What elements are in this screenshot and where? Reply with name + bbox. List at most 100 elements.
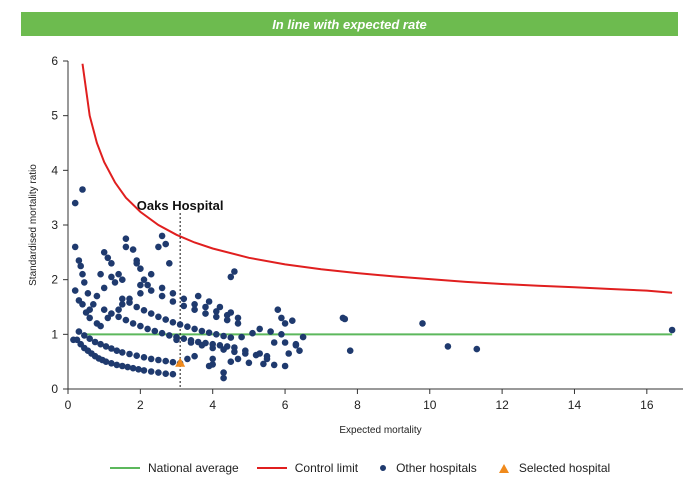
- hospital-point: [205, 298, 213, 305]
- hospital-point: [187, 339, 195, 346]
- hospital-point: [202, 310, 209, 317]
- hospital-point: [155, 356, 162, 364]
- hospital-point: [162, 370, 169, 378]
- hospital-point: [158, 292, 166, 300]
- hospital-point: [97, 322, 104, 330]
- hospital-point: [140, 307, 148, 314]
- hospital-point: [126, 350, 133, 358]
- hospital-point: [115, 270, 122, 278]
- hospital-point: [155, 243, 162, 251]
- hospital-point: [97, 340, 104, 348]
- hospital-point: [180, 295, 188, 303]
- hospital-point: [249, 329, 256, 337]
- hospital-point: [108, 273, 115, 281]
- hospital-point: [281, 362, 289, 370]
- hospital-point: [166, 332, 173, 339]
- hospital-point: [158, 329, 166, 337]
- hospital-point: [86, 306, 93, 314]
- hospital-point: [341, 315, 349, 323]
- hospital-point: [220, 374, 227, 382]
- hospital-point: [202, 303, 209, 311]
- hospital-point: [205, 329, 213, 337]
- legend-label: National average: [148, 461, 239, 475]
- hospital-point: [419, 320, 426, 327]
- hospital-point: [234, 314, 242, 322]
- hospital-point: [169, 358, 177, 366]
- x-tick-label: 10: [423, 398, 437, 412]
- legend-label: Control limit: [294, 461, 359, 475]
- hospital-point: [140, 367, 148, 374]
- hospital-point: [119, 349, 126, 356]
- hospital-point: [180, 302, 188, 310]
- hospital-point: [119, 276, 126, 284]
- hospital-point: [147, 355, 155, 363]
- hospital-point: [220, 346, 227, 353]
- hospital-point: [147, 270, 155, 278]
- hospital-point: [216, 342, 224, 349]
- hospital-point: [111, 279, 119, 286]
- hospital-point: [184, 355, 191, 363]
- hospital-point: [147, 368, 155, 375]
- hospital-point: [209, 355, 216, 363]
- hospital-point: [119, 301, 126, 308]
- hospital-point: [79, 301, 86, 308]
- hospital-point: [137, 322, 144, 330]
- hospital-point: [296, 347, 303, 355]
- hospital-point: [100, 306, 108, 314]
- hospital-point: [191, 301, 198, 308]
- hospital-point: [77, 262, 84, 270]
- hospital-point: [137, 265, 144, 273]
- hospital-point: [213, 331, 220, 338]
- hospital-point: [162, 357, 169, 365]
- hospital-point: [126, 299, 133, 306]
- hospital-point: [227, 358, 235, 366]
- hospital-point: [191, 325, 198, 333]
- hospital-point: [278, 331, 285, 338]
- hospital-point: [129, 320, 137, 327]
- hospital-point: [231, 268, 238, 275]
- x-tick-label: 4: [209, 398, 216, 412]
- hospital-point: [133, 303, 140, 311]
- hospital-point: [213, 308, 220, 315]
- chart-legend: National average Control limit Other hos…: [110, 458, 690, 478]
- y-tick-label: 3: [51, 218, 58, 232]
- hospital-point: [473, 345, 481, 353]
- hospital-point: [108, 310, 115, 317]
- hospital-point: [285, 350, 293, 357]
- hospital-point: [162, 316, 169, 323]
- hospital-point: [216, 303, 224, 311]
- hospital-point: [144, 281, 151, 289]
- legend-national-average: National average: [110, 461, 239, 475]
- hospital-point: [137, 281, 144, 289]
- hospital-point: [209, 361, 216, 368]
- x-tick-label: 0: [65, 398, 72, 412]
- hospital-point: [133, 352, 140, 360]
- status-banner: In line with expected rate: [21, 12, 678, 36]
- hospital-point: [155, 369, 162, 376]
- y-axis-title: Standardised mortality ratio: [28, 164, 39, 286]
- hospital-point: [220, 369, 227, 376]
- hospital-point: [100, 249, 108, 256]
- hospital-point: [231, 348, 238, 356]
- hospital-point: [122, 243, 130, 251]
- hospital-point: [158, 284, 166, 292]
- hospital-point: [147, 310, 155, 317]
- hospital-point: [124, 363, 131, 371]
- hospital-point: [115, 306, 122, 314]
- hospital-point: [444, 343, 452, 350]
- x-tick-label: 6: [282, 398, 289, 412]
- hospital-point: [260, 360, 267, 368]
- hospital-point: [267, 328, 274, 335]
- hospital-point: [144, 325, 151, 333]
- status-banner-text: In line with expected rate: [272, 16, 427, 32]
- control-limit-curve: [81, 63, 673, 294]
- hospital-point: [220, 332, 227, 340]
- hospital-point: [140, 354, 148, 361]
- hospital-point: [169, 290, 177, 297]
- hospital-point: [169, 370, 177, 378]
- hospital-point: [162, 240, 169, 248]
- hospital-point: [73, 336, 81, 344]
- hospital-point: [191, 306, 198, 314]
- x-tick-label: 12: [495, 398, 509, 412]
